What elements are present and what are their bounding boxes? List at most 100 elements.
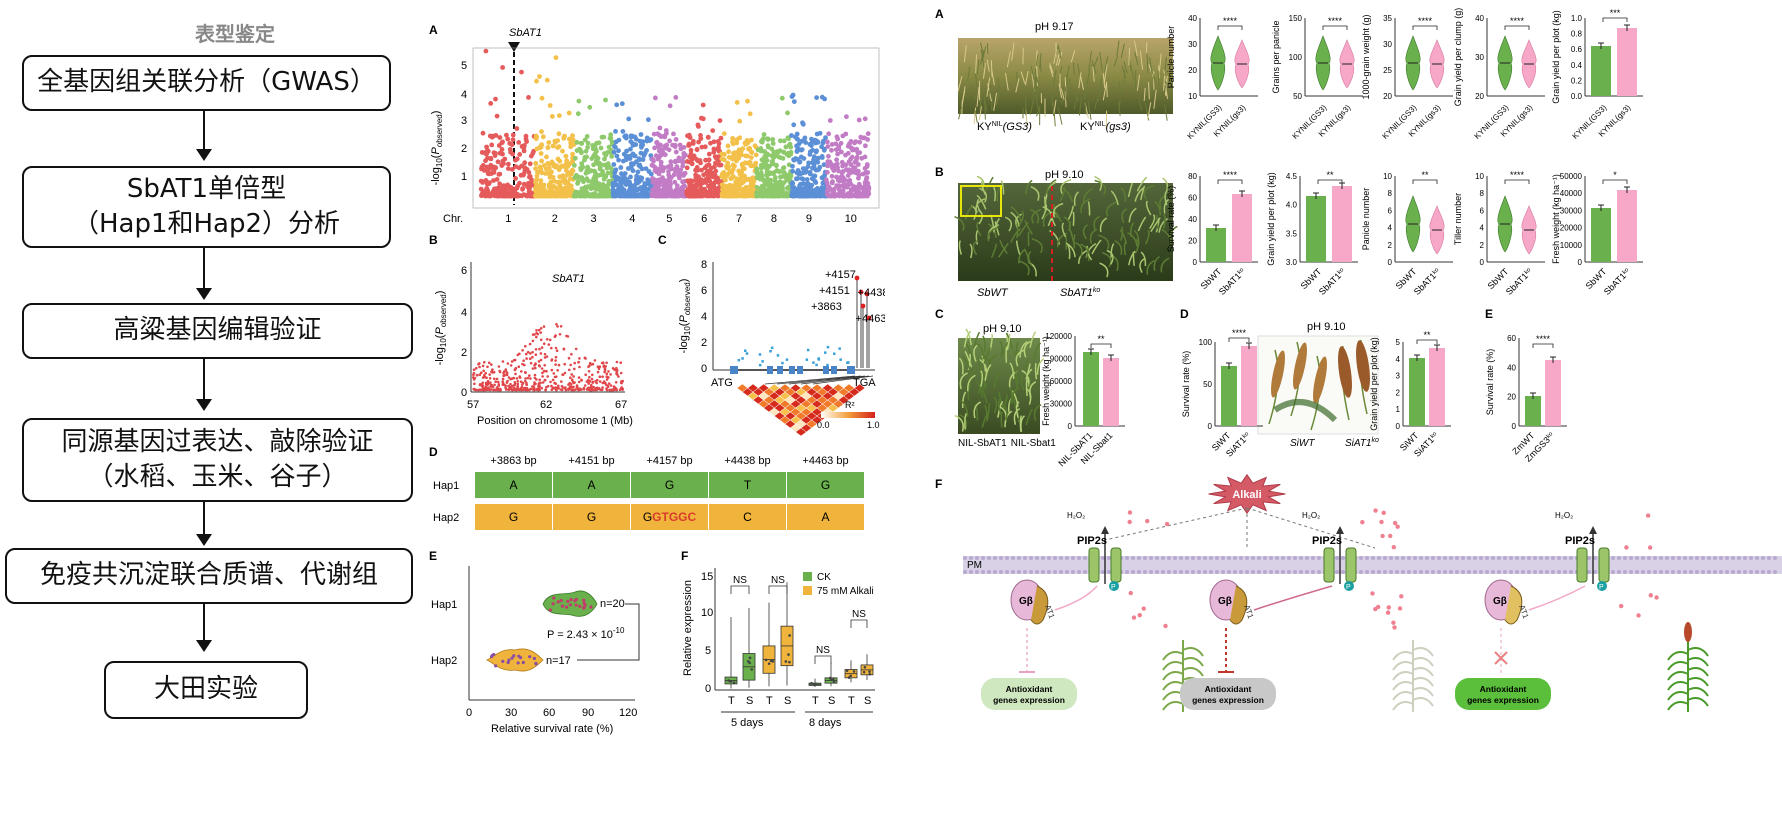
pip2-channel xyxy=(1088,547,1100,583)
manhattan-point xyxy=(698,185,704,191)
regional-point xyxy=(598,365,602,369)
regional-point xyxy=(498,370,502,374)
regional-point xyxy=(572,385,575,389)
manhattan-point xyxy=(706,175,712,180)
manhattan-point xyxy=(606,144,612,150)
trait-bar xyxy=(1103,358,1119,426)
regional-point xyxy=(531,355,534,359)
manhattan-point xyxy=(688,182,694,188)
manhattan-point xyxy=(667,138,672,144)
alkali-label: Alkali xyxy=(1232,489,1261,501)
manhattan-point xyxy=(659,148,665,154)
site-label: +4438 xyxy=(858,287,885,299)
box-xtick: S xyxy=(864,695,871,707)
manhattan-point xyxy=(606,164,612,170)
manhattan-point xyxy=(583,148,589,154)
trait-bar xyxy=(1591,46,1611,96)
manhattan-ylabel: -log10(Pobserved) xyxy=(430,111,444,186)
svg-text:30: 30 xyxy=(505,707,517,719)
manhattan-point xyxy=(572,163,577,168)
manhattan-point xyxy=(605,170,611,176)
manhattan-point xyxy=(732,150,738,156)
manhattan-point xyxy=(572,155,578,161)
manhattan-point xyxy=(543,166,549,172)
regional-point xyxy=(612,368,616,371)
chromosome-label: 9 xyxy=(806,213,812,225)
manhattan-point xyxy=(607,135,613,141)
manhattan-point xyxy=(724,165,730,171)
manhattan-point xyxy=(640,157,646,163)
manhattan-point xyxy=(624,155,629,161)
regional-point xyxy=(572,381,575,385)
regional-point xyxy=(539,327,543,330)
manhattan-point xyxy=(713,160,718,166)
svg-text:0: 0 xyxy=(1480,258,1485,267)
regional-point xyxy=(481,376,485,379)
regional-point xyxy=(567,387,570,391)
hap1-point xyxy=(574,597,578,601)
regional-point xyxy=(587,370,591,373)
regional-point xyxy=(557,363,561,367)
manhattan-point xyxy=(760,177,766,183)
regional-point xyxy=(482,361,486,364)
regional-point xyxy=(551,386,554,389)
manhattan-point xyxy=(592,143,598,149)
manhattan-point xyxy=(672,159,678,165)
millet-panicle xyxy=(1271,350,1285,398)
regional-point xyxy=(531,339,535,343)
manhattan-point xyxy=(478,186,484,192)
regional-point xyxy=(494,380,497,384)
manhattan-point xyxy=(825,169,830,175)
manhattan-point xyxy=(771,171,776,177)
manhattan-point xyxy=(546,140,552,145)
regional-point xyxy=(495,386,499,389)
hap2-point xyxy=(506,660,510,665)
manhattan-point xyxy=(789,189,795,195)
manhattan-point xyxy=(567,176,573,182)
hap2-cell xyxy=(709,504,786,530)
manhattan-point xyxy=(539,158,544,164)
regional-point xyxy=(509,382,512,386)
regional-point xyxy=(555,349,559,353)
phospho-site xyxy=(1597,581,1607,591)
sbat1ko-photo-label: SbAT1ko xyxy=(1060,287,1100,299)
sbat1-label: SbAT1 xyxy=(509,27,542,39)
regional-point xyxy=(615,388,618,392)
manhattan-point xyxy=(835,151,840,157)
manhattan-point xyxy=(593,172,599,178)
manhattan-point xyxy=(586,192,592,198)
manhattan-point xyxy=(829,173,835,179)
manhattan-point xyxy=(594,154,599,160)
manhattan-point xyxy=(527,161,533,167)
trait-ylabel: Survival rate (%) xyxy=(1181,351,1191,418)
regional-point xyxy=(606,376,610,379)
regional-point xyxy=(501,383,505,386)
manhattan-point xyxy=(672,179,678,185)
regional-point xyxy=(522,359,525,363)
flow-step-label: 大田实验 xyxy=(153,674,258,705)
manhattan-point xyxy=(509,167,515,172)
regional-point xyxy=(572,375,575,378)
regional-point xyxy=(554,359,557,362)
regional-point xyxy=(573,361,576,365)
right-b-ph: pH 9.10 xyxy=(1045,169,1084,181)
trait-ylabel: Grain yield per plot (kg) xyxy=(1266,172,1276,266)
manhattan-point xyxy=(843,152,848,158)
manhattan-point xyxy=(712,164,717,170)
manhattan-point xyxy=(674,164,680,170)
manhattan-point xyxy=(816,167,822,172)
svg-text:30: 30 xyxy=(1475,53,1484,62)
panel-b-gene: SbAT1 xyxy=(552,273,585,285)
manhattan-point xyxy=(865,131,871,137)
chromosome-ticks: 1 2 3 4 5 6 7 8 9 10 xyxy=(505,213,857,225)
manhattan-point xyxy=(495,159,501,165)
regional-point xyxy=(506,379,509,383)
regional-point xyxy=(595,388,599,392)
panel-e-letter: E xyxy=(429,549,437,563)
regional-point xyxy=(582,386,586,390)
manhattan-point xyxy=(479,150,485,155)
regional-point xyxy=(583,384,587,387)
manhattan-point xyxy=(848,156,854,162)
regional-point xyxy=(595,381,598,385)
manhattan-point xyxy=(594,149,599,154)
